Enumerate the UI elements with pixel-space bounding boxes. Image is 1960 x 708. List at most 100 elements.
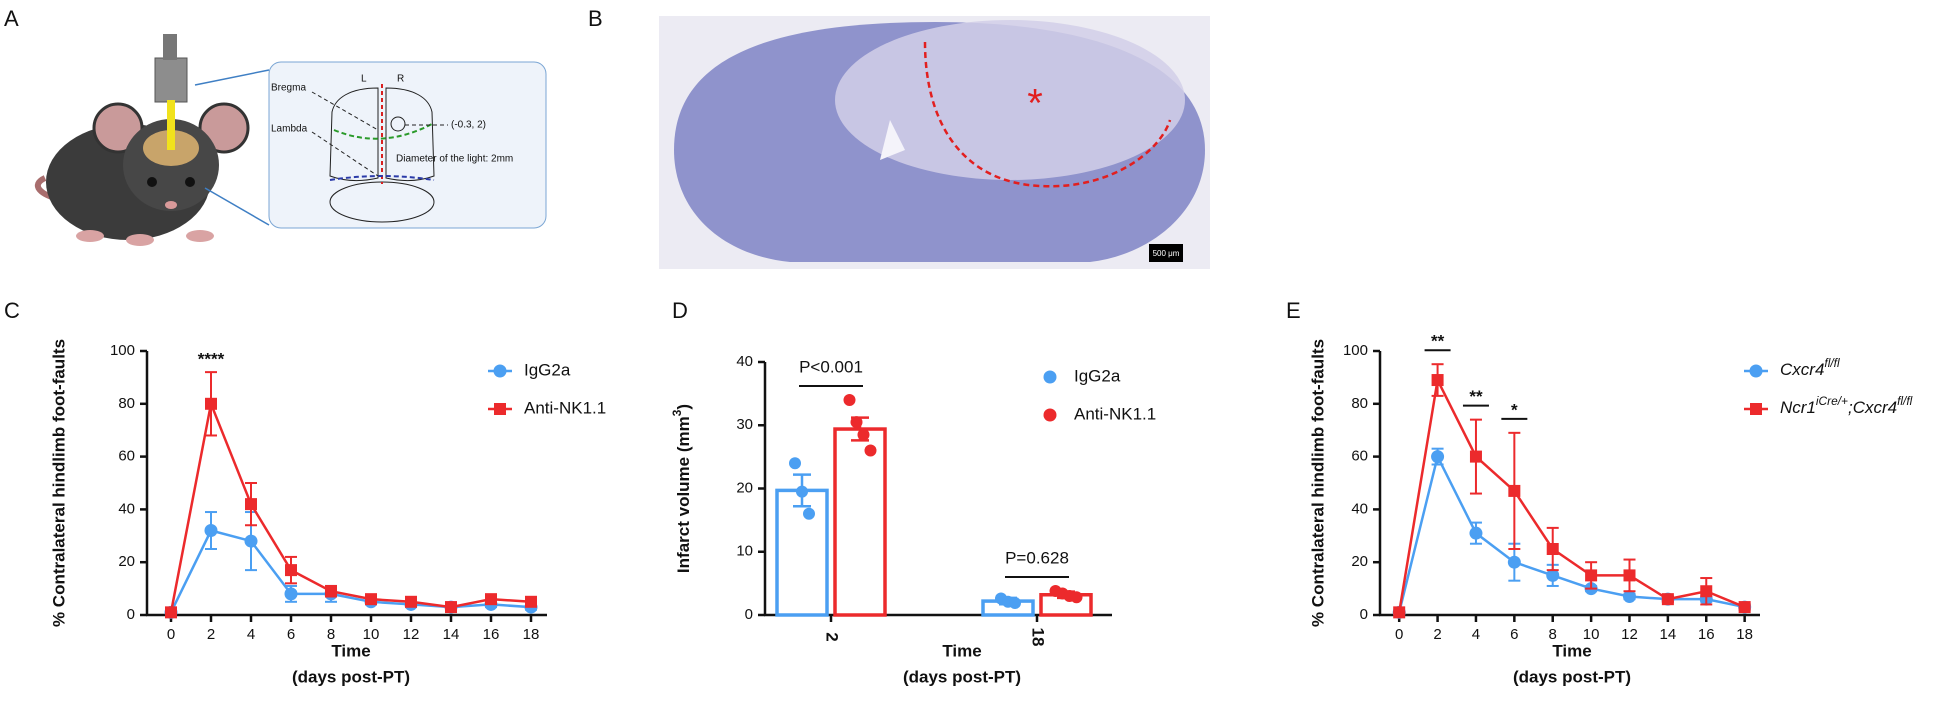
panel-label: E [1286,298,1301,323]
legend-marker [493,364,507,378]
data-point [1622,590,1636,604]
significance-label: ** [1431,332,1445,351]
y-tick-label: 0 [745,606,753,623]
y-tick-label: 100 [1343,342,1368,359]
y-axis-title-part: ) [674,404,693,410]
x-tick-label: 0 [1395,626,1403,643]
connector [194,69,270,86]
significance-label: **** [198,350,225,369]
scale-bar-label: 500 μm [1153,249,1180,258]
y-axis-title: % Contralateral hindlimb foot-faults [1308,339,1327,627]
legend-label-part: Cxcr4 [1780,360,1824,379]
x-tick-label: 4 [247,626,255,643]
x-tick-label: 12 [403,626,420,643]
inset-label: R [397,74,404,85]
data-point [204,524,218,538]
light-spot [390,116,406,132]
connector [204,187,270,226]
x-tick-label: 14 [443,626,460,643]
inset-label: (-0.3, 2) [451,120,486,131]
data-point [1469,450,1482,463]
panel-label: B [588,6,603,31]
x-axis-title: Time [331,641,370,660]
bregma-line [333,123,433,140]
x-axis-title: Time [1552,641,1591,660]
ventricle [880,120,905,160]
data-point [796,485,808,498]
data-point [365,593,377,606]
data-point [445,601,457,614]
data-point [1546,568,1560,582]
legend-label-part: fl/fl [1897,394,1913,408]
data-point [1393,606,1406,619]
foot [186,230,214,242]
legend-label-part: fl/fl [1824,356,1840,370]
data-point [843,393,856,406]
data-point [864,444,877,457]
y-tick-label: 60 [118,448,135,465]
series-line [1397,376,1746,613]
series-line [169,529,532,613]
data-point [285,564,297,577]
y-tick-label: 80 [1351,395,1368,412]
x-axis-title: (days post-PT) [292,667,410,686]
bar [833,427,887,617]
ear [92,102,144,154]
x-tick-label: 4 [1472,626,1480,643]
significance-label: P<0.001 [799,357,863,376]
data-point [284,587,298,601]
arrow [311,131,379,177]
data-point [857,428,870,441]
y-axis-title: % Contralateral hindlimb foot-faults [49,339,68,627]
data-point [1661,593,1674,606]
brain-section: * 500 μm [659,16,1210,269]
inset-label: Bregma [271,83,306,94]
legend-label: IgG2a [524,360,571,379]
legend-label: Anti-NK1.1 [1074,404,1156,423]
series-line [1397,453,1745,613]
hemisphere [329,87,379,182]
data-point [1431,374,1444,387]
panel-label: A [4,6,19,31]
light-beam [167,100,175,150]
legend-marker [1749,364,1763,378]
data-point [205,397,217,410]
x-tick-label: 18 [1736,626,1753,643]
x-tick-label: 10 [1583,626,1600,643]
legend-marker [494,403,506,415]
hemisphere [385,87,435,182]
nose [165,201,177,209]
data-point [1738,601,1751,614]
y-axis-title: Infarct volume (mm3) [670,404,693,573]
data-point [245,498,257,511]
y-tick-label: 20 [736,479,753,496]
y-tick-label: 20 [118,553,135,570]
infarct-marker: * [1027,82,1043,126]
infarct-border [923,41,1172,188]
data-point [1623,569,1636,582]
x-tick-label: 2 [1433,626,1441,643]
x-tick-label: 6 [287,626,295,643]
legend-marker [1750,403,1762,415]
inset-box [268,61,547,229]
legend-marker [1043,370,1057,384]
eye [147,177,157,187]
x-tick-label: 2 [823,632,842,641]
data-point [1009,596,1021,609]
ear [198,102,250,154]
legend-label-part: Ncr1 [1780,398,1816,417]
x-tick-label: 2 [207,626,215,643]
data-point [1507,555,1521,569]
scale-bar [1149,244,1183,262]
y-tick-label: 10 [736,543,753,560]
legend-marker [1043,408,1057,422]
legend-label: IgG2a [1074,366,1121,385]
data-point [789,457,801,470]
x-tick-label: 18 [1029,628,1048,647]
y-tick-label: 80 [118,395,135,412]
significance-label: * [1511,400,1518,419]
panel-label: D [672,298,688,323]
data-point [1508,484,1521,497]
x-tick-label: 8 [327,626,335,643]
